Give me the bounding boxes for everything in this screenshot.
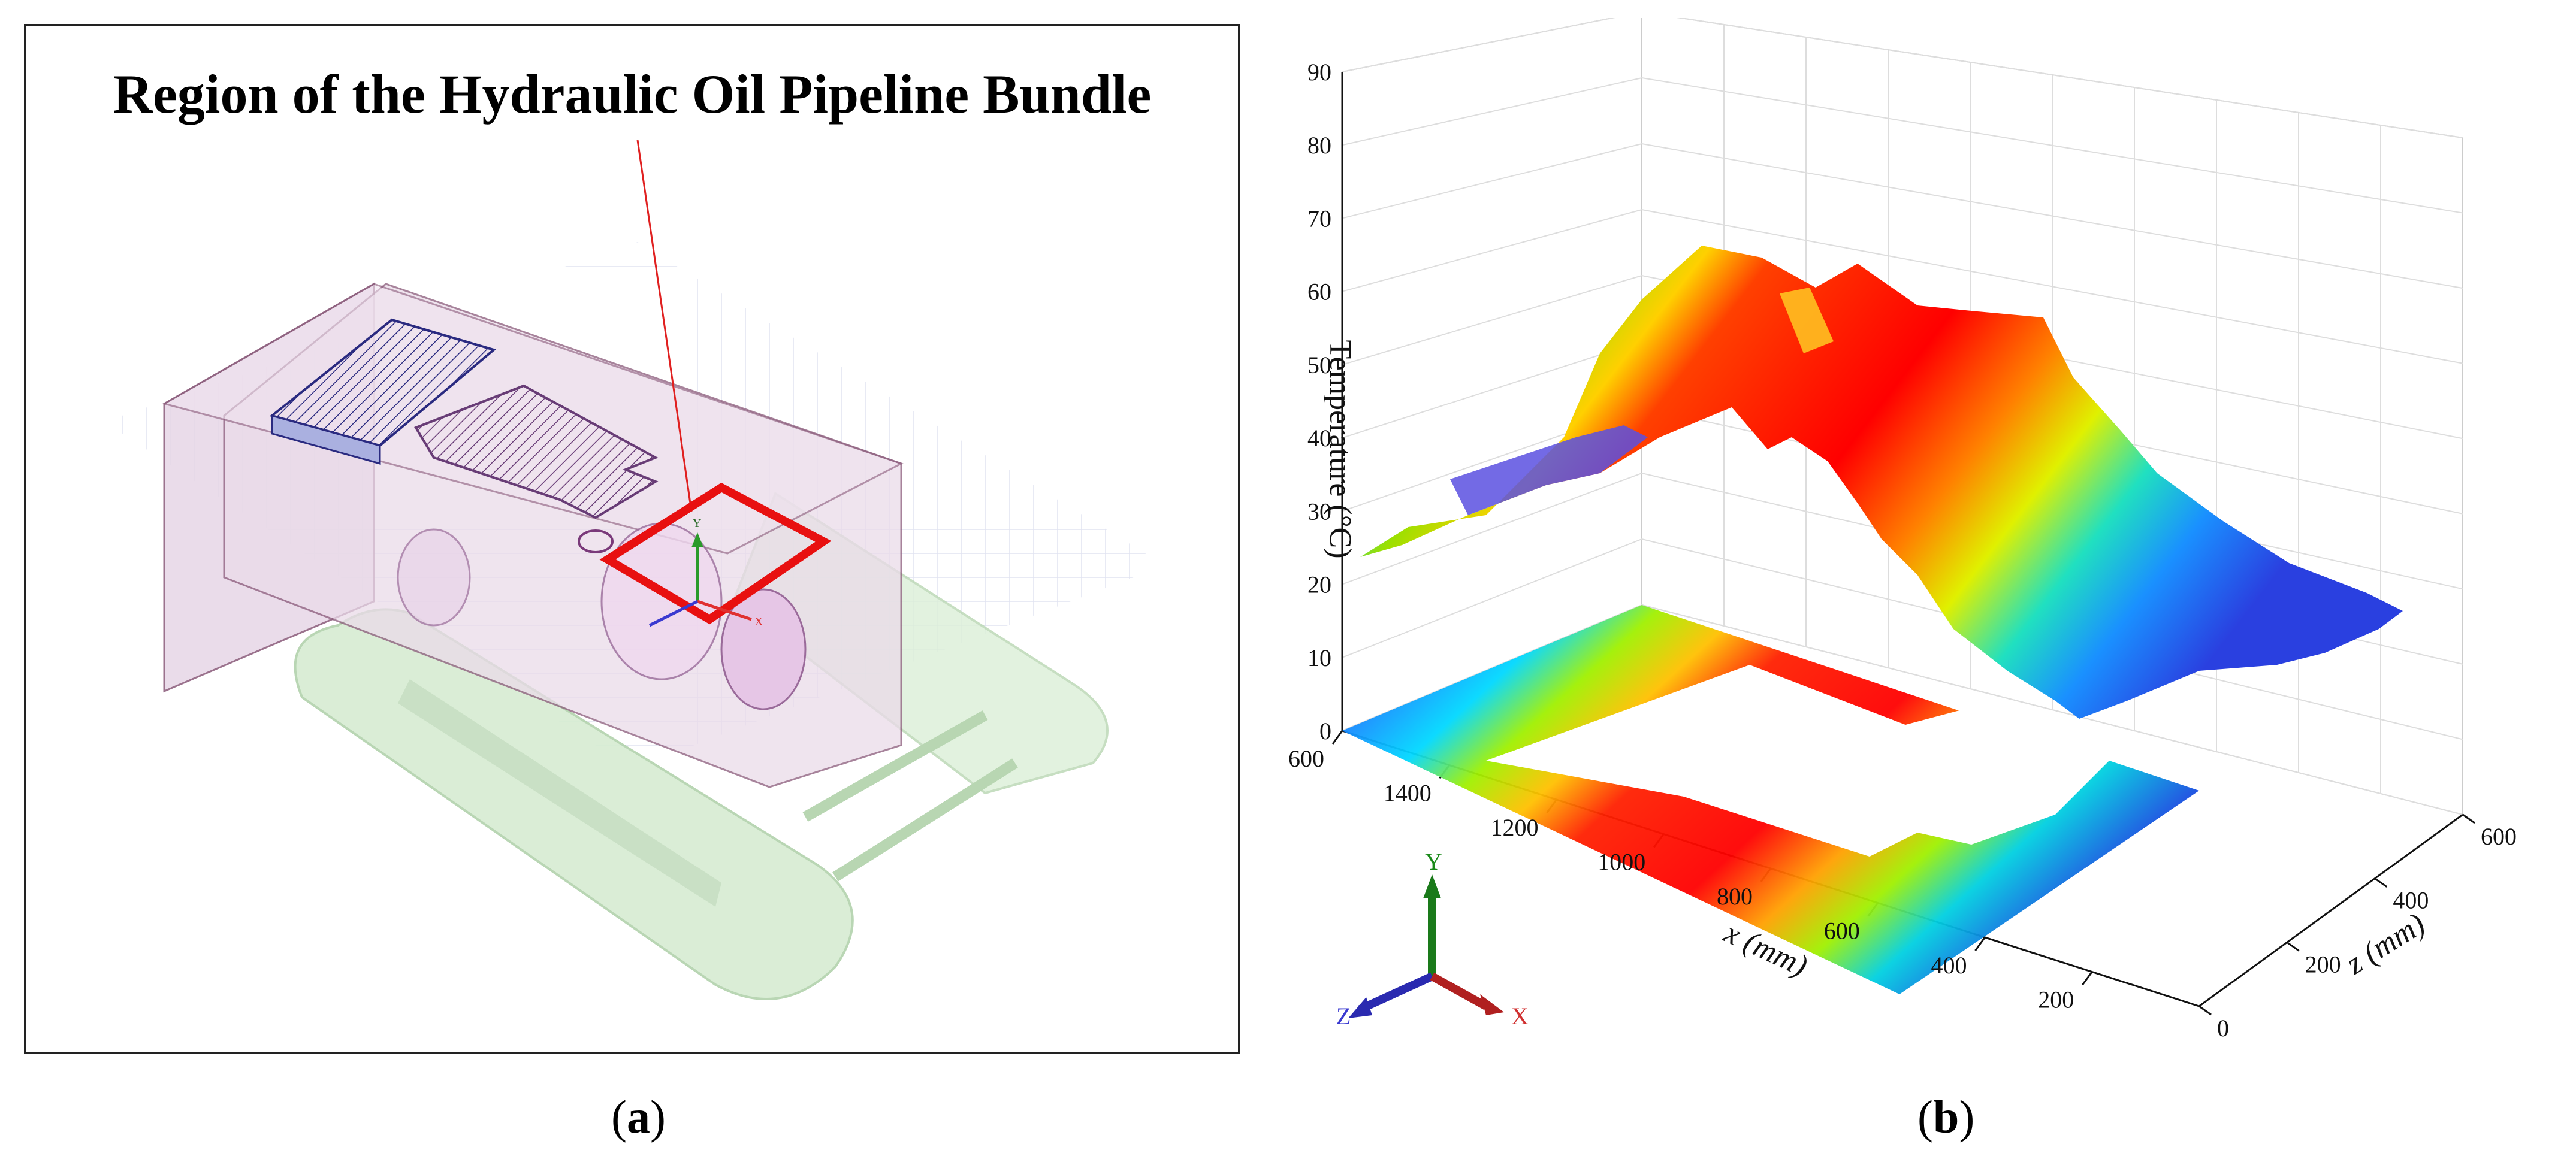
triad-z-label: Z [1336, 1003, 1351, 1030]
temperature-gridline [1342, 11, 2463, 138]
caption-b: (b) [1917, 1091, 1975, 1143]
temperature-tick-label: 40 [1307, 425, 1331, 452]
temperature-tick-label: 60 [1307, 279, 1331, 305]
x-tick-label: 600 [1824, 918, 1860, 945]
x-tick-label: 1000 [1597, 849, 1645, 876]
z-axis-label: z (mm) [2340, 907, 2431, 982]
z-tick-label: 0 [2217, 1015, 2229, 1042]
temperature-tick-label: 20 [1307, 571, 1331, 598]
orientation-triad: Y Z X [1336, 848, 1529, 1030]
model-x-axis-label: X [754, 615, 763, 628]
x-tick-label: 1200 [1491, 814, 1539, 841]
pink-component [414, 384, 659, 519]
temperature-tick-label: 70 [1307, 205, 1331, 232]
x-tick-label: 1600 [1288, 745, 1324, 772]
floor-cutout [1486, 665, 2121, 857]
temperature-tick-label: 0 [1319, 718, 1331, 745]
temperature-tick-label: 80 [1307, 132, 1331, 159]
temperature-surface [1360, 246, 2403, 719]
temperature-tick-label: 90 [1307, 59, 1331, 86]
chart-tick-labels: 0 10 20 30 40 50 60 70 80 90 200 400 600 800 1000 1200 1… [1276, 59, 2517, 1042]
caption-a: (a) [611, 1091, 666, 1143]
pipeline-region-highlight [599, 482, 832, 625]
temperature-tick-label: 30 [1307, 498, 1331, 525]
panel-a: Region of the Hydraulic Oil Pipeline Bun… [24, 24, 1240, 1054]
model-y-axis-label: Y [693, 517, 701, 530]
triad-y-label: Y [1425, 848, 1442, 875]
x-tick-label: 800 [1717, 883, 1753, 910]
temperature-gridline [1342, 208, 2463, 364]
temperature-gridline [1342, 143, 2463, 289]
z-tick-label: 200 [2305, 951, 2341, 978]
panel-a-title: Region of the Hydraulic Oil Pipeline Bun… [113, 63, 1152, 125]
temperature-gridline [1342, 77, 2463, 214]
z-tick-label: 600 [2481, 823, 2517, 850]
temperature-surface-chart: 0 10 20 30 40 50 60 70 80 90 200 400 600 800 1000 1200 1… [1276, 11, 2517, 1042]
vehicle-model-illustration: Y X [104, 140, 1165, 1000]
leader-line [636, 140, 693, 512]
temperature-tick-label: 10 [1307, 644, 1331, 671]
panel-b: 0 10 20 30 40 50 60 70 80 90 200 400 600 800 1000 1200 1… [1276, 11, 2571, 1072]
temperature-gridline [1342, 274, 2463, 440]
temperature-tick-label: 50 [1307, 352, 1331, 379]
z-tick-label: 400 [2393, 887, 2429, 914]
x-tick-label: 200 [2038, 986, 2074, 1013]
x-tick-label: 1400 [1384, 780, 1432, 807]
triad-x-label: X [1511, 1003, 1529, 1030]
temperature-axis-label: Temperature (°C) [1323, 340, 1357, 558]
z-axis-line [2198, 813, 2463, 1007]
x-tick-label: 400 [1931, 952, 1967, 979]
